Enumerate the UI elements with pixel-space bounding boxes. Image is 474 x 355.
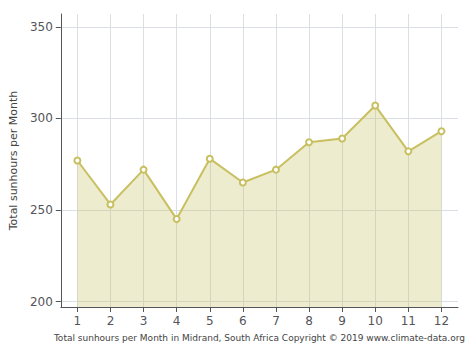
svg-text:9: 9	[338, 314, 346, 328]
svg-text:2: 2	[107, 314, 115, 328]
svg-text:10: 10	[368, 314, 383, 328]
svg-text:350: 350	[30, 20, 53, 34]
svg-text:6: 6	[239, 314, 247, 328]
svg-text:250: 250	[30, 203, 53, 217]
svg-text:3: 3	[140, 314, 148, 328]
svg-text:7: 7	[272, 314, 280, 328]
svg-text:300: 300	[30, 111, 53, 125]
svg-text:Total sunhours per Month: Total sunhours per Month	[7, 91, 20, 232]
svg-text:12: 12	[434, 314, 449, 328]
svg-text:1: 1	[74, 314, 82, 328]
svg-text:200: 200	[30, 295, 53, 309]
svg-text:4: 4	[173, 314, 181, 328]
svg-text:11: 11	[401, 314, 416, 328]
svg-text:Total sunhours per Month in Mi: Total sunhours per Month in Midrand, Sou…	[53, 333, 465, 343]
svg-text:5: 5	[206, 314, 214, 328]
svg-text:8: 8	[305, 314, 313, 328]
